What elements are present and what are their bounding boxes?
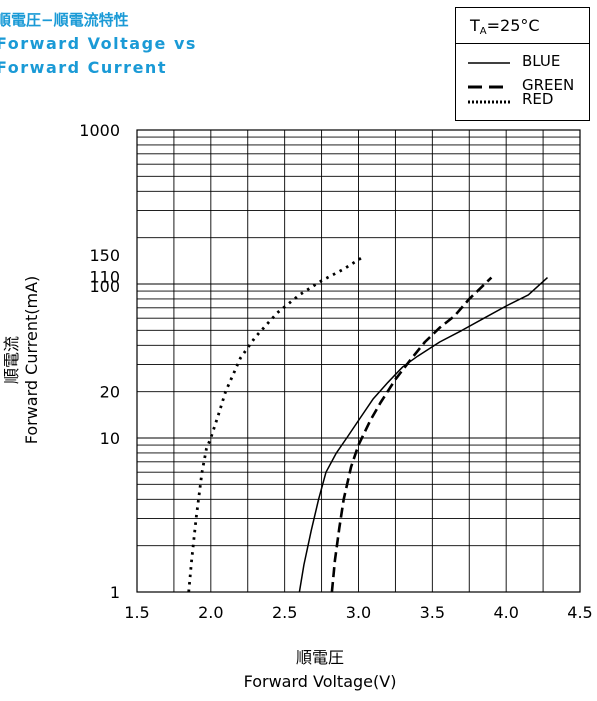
- legend-swatch-red: [468, 100, 510, 104]
- series-line-blue: [298, 277, 549, 593]
- y-tick-label: 110: [89, 268, 120, 287]
- y-tick-label: 150: [89, 246, 120, 265]
- x-tick-label: 3.0: [346, 603, 371, 622]
- legend: TA=25°C BLUE GREEN RED: [455, 7, 590, 121]
- y-tick-label: 1: [110, 583, 120, 602]
- legend-label-blue: BLUE: [522, 52, 561, 70]
- y-axis-label-jp: 順電流: [2, 335, 21, 385]
- y-tick-label: 1000: [79, 121, 120, 140]
- legend-label-red: RED: [522, 90, 554, 108]
- legend-condition-main: T: [470, 16, 480, 35]
- plot-frame: [136, 129, 581, 593]
- series-group: [187, 255, 549, 593]
- grid: [137, 130, 580, 592]
- x-axis-label-en: Forward Voltage(V): [243, 672, 397, 691]
- x-axis-label: 順電圧 Forward Voltage(V): [220, 646, 420, 694]
- y-tick-label: 100: [89, 277, 120, 296]
- series-line-red: [187, 255, 364, 593]
- y-tick-label: 10: [100, 429, 120, 448]
- legend-condition-sub: A: [479, 26, 487, 37]
- legend-swatch-green: [468, 85, 510, 89]
- legend-label-green: GREEN: [522, 76, 575, 94]
- x-tick-label: 3.5: [420, 603, 445, 622]
- x-tick-label: 1.5: [124, 603, 149, 622]
- x-axis-label-jp: 順電圧: [295, 648, 344, 667]
- legend-condition-rest: =25°C: [486, 16, 540, 35]
- chart-title-block: 順電圧−順電流特性 Forward Voltage vs Forward Cur…: [0, 8, 197, 80]
- y-axis-label: 順電流 Forward Current(mA): [2, 276, 42, 445]
- x-tick-label: 2.0: [198, 603, 223, 622]
- chart-title-jp: 順電圧−順電流特性: [0, 11, 129, 29]
- chart-title-en-line1: Forward Voltage vs: [0, 34, 197, 53]
- legend-condition: TA=25°C: [456, 8, 589, 44]
- x-tick-label: 4.0: [493, 603, 518, 622]
- series-line-green: [330, 276, 493, 593]
- y-tick-label: 20: [100, 383, 120, 402]
- y-axis-label-en: Forward Current(mA): [22, 275, 41, 445]
- legend-swatch-blue: [468, 62, 510, 64]
- x-tick-label: 4.5: [567, 603, 592, 622]
- x-tick-label: 2.5: [272, 603, 297, 622]
- chart-title-en-line2: Forward Current: [0, 58, 167, 77]
